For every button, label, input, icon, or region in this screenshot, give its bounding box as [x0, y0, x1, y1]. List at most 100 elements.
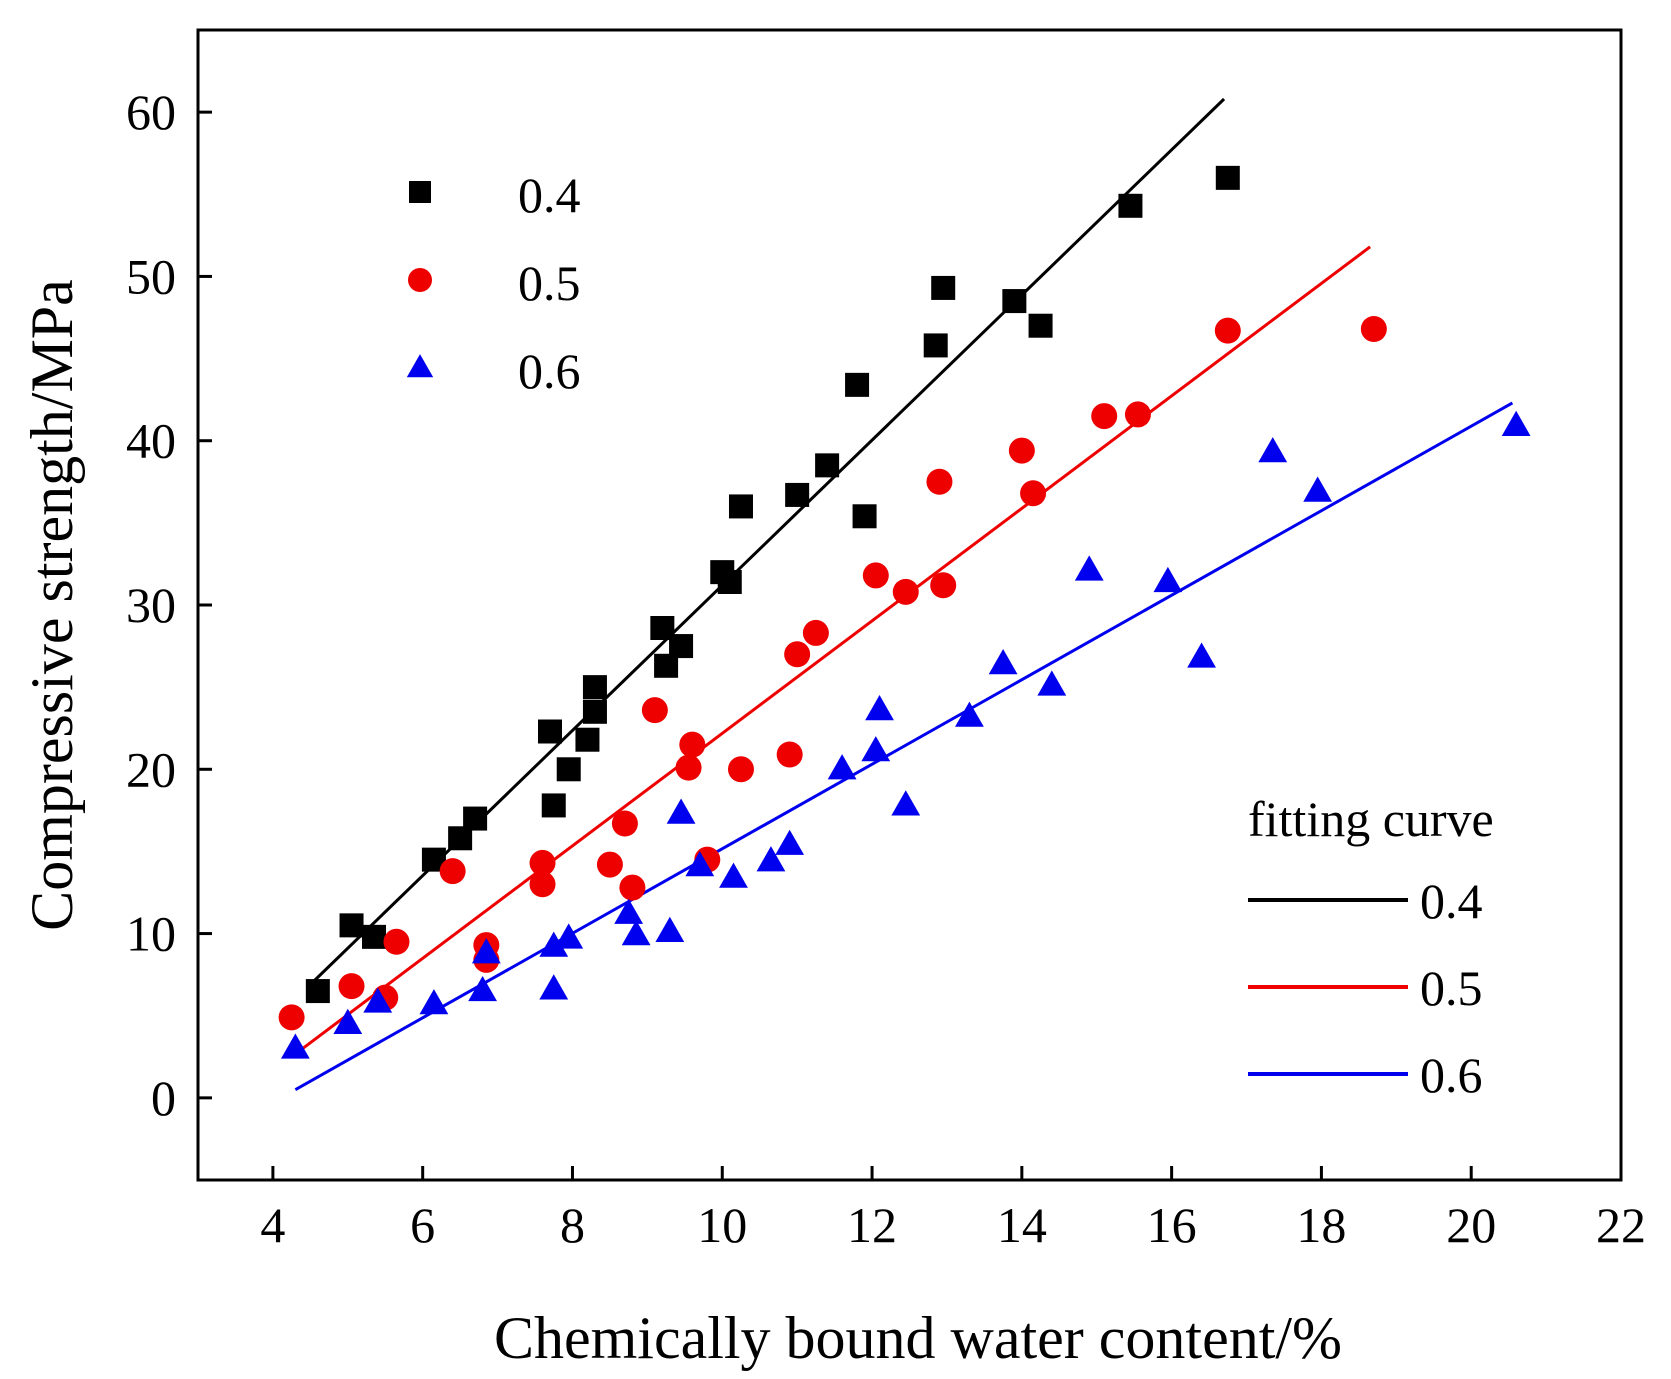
data-point-0-5: [1020, 480, 1047, 507]
legend-label-0-4: 0.4: [518, 167, 581, 223]
x-axis-title: Chemically bound water content/%: [494, 1305, 1342, 1371]
data-point-0-5: [338, 973, 365, 1000]
data-point-0-6: [655, 916, 685, 943]
data-point-0-6: [1187, 642, 1216, 668]
data-point-0-4: [1215, 165, 1240, 190]
data-point-0-4: [362, 924, 387, 949]
data-point-0-6: [891, 790, 921, 816]
data-point-0-6: [419, 989, 449, 1015]
data-point-0-4: [785, 482, 810, 507]
data-point-0-6: [666, 798, 696, 824]
data-point-0-4: [556, 757, 581, 782]
data-point-0-5: [1124, 401, 1151, 428]
data-point-0-5: [619, 874, 646, 901]
x-tick-label: 16: [1147, 1197, 1197, 1253]
legend-fit-label-0-6: 0.6: [1420, 1047, 1483, 1103]
data-point-0-6: [1074, 555, 1104, 581]
data-point-0-4: [538, 719, 563, 744]
data-point-0-5: [926, 468, 953, 495]
data-point-0-5: [776, 741, 803, 768]
data-point-0-5: [784, 641, 811, 668]
data-point-0-4: [852, 504, 877, 529]
x-tick-label: 4: [260, 1197, 285, 1253]
data-point-0-5: [529, 849, 556, 876]
series-0-6: [280, 410, 1531, 1059]
data-point-0-4: [1028, 313, 1053, 338]
series-0-4: [305, 165, 1240, 1004]
x-tick-label: 14: [997, 1197, 1047, 1253]
data-point-0-6: [1303, 476, 1333, 502]
data-point-0-5: [1091, 403, 1118, 430]
legend-fits: fitting curve 0.4 0.5 0.6: [1248, 791, 1494, 1103]
data-point-0-6: [1501, 410, 1531, 437]
data-point-0-6: [955, 701, 984, 727]
data-point-0-4: [305, 979, 330, 1004]
data-point-0-4: [1002, 289, 1027, 314]
legend-points: 0.4 0.5 0.6: [406, 167, 581, 399]
legend-marker-0-6: [406, 354, 434, 378]
data-point-0-6: [1037, 670, 1067, 696]
data-point-0-6: [614, 898, 644, 924]
data-point-0-6: [775, 829, 805, 855]
y-tick-label: 30: [126, 577, 176, 633]
data-point-0-5: [611, 810, 638, 837]
legend-marker-0-4: [409, 181, 431, 203]
data-point-0-4: [463, 806, 488, 831]
data-point-0-5: [641, 697, 668, 724]
y-tick-label: 20: [126, 741, 176, 797]
data-point-0-5: [892, 578, 919, 605]
fit-line-0-5: [290, 245, 1372, 1058]
y-tick-label: 40: [126, 413, 176, 469]
x-tick-label: 8: [560, 1197, 585, 1253]
data-point-0-5: [529, 871, 556, 898]
x-tick-label: 6: [410, 1197, 435, 1253]
data-point-0-4: [339, 913, 364, 938]
y-tick-label: 10: [126, 906, 176, 962]
data-point-0-4: [845, 372, 870, 397]
data-point-0-5: [278, 1004, 305, 1031]
data-point-0-6: [719, 862, 748, 888]
data-point-0-5: [1008, 437, 1035, 464]
axis-ticks: 4 6 8 10 12 14 16 18 20 22 0 10 20 30 40 50 60: [126, 84, 1646, 1253]
data-point-0-4: [541, 793, 566, 818]
legend-label-0-6: 0.6: [518, 343, 581, 399]
data-point-0-5: [1214, 317, 1241, 344]
data-point-0-6: [861, 736, 891, 762]
data-point-0-4: [717, 570, 742, 594]
data-point-0-6: [471, 938, 501, 964]
series-0-5: [278, 316, 1387, 1031]
legend-fit-label-0-5: 0.5: [1420, 960, 1483, 1016]
data-point-0-4: [728, 494, 753, 519]
data-point-0-6: [539, 974, 569, 1000]
data-point-0-5: [596, 851, 623, 878]
data-point-0-6: [685, 851, 715, 877]
x-tick-label: 22: [1596, 1197, 1646, 1253]
x-tick-label: 18: [1296, 1197, 1346, 1253]
y-tick-label: 50: [126, 248, 176, 304]
data-point-0-5: [439, 858, 466, 885]
data-point-0-4: [582, 699, 607, 724]
data-point-0-5: [383, 928, 410, 955]
data-point-0-6: [1258, 437, 1288, 463]
y-tick-label: 60: [126, 84, 176, 140]
data-point-0-4: [575, 727, 600, 752]
data-point-0-6: [1153, 566, 1183, 593]
data-point-0-5: [930, 572, 957, 599]
x-tick-label: 10: [697, 1197, 747, 1253]
data-point-0-5: [802, 619, 829, 646]
data-point-0-4: [669, 634, 694, 659]
data-point-0-6: [363, 987, 393, 1013]
data-point-0-6: [539, 931, 569, 957]
data-point-0-6: [756, 846, 786, 872]
data-point-0-6: [621, 920, 651, 946]
x-tick-label: 12: [847, 1197, 897, 1253]
legend-label-0-5: 0.5: [518, 255, 581, 311]
data-point-0-6: [827, 754, 857, 780]
data-point-0-6: [988, 649, 1018, 675]
legend-fit-label-0-4: 0.4: [1420, 873, 1483, 929]
data-point-0-6: [280, 1033, 310, 1059]
data-point-0-4: [1118, 193, 1143, 218]
data-point-0-4: [923, 333, 948, 358]
data-point-0-6: [865, 695, 894, 721]
